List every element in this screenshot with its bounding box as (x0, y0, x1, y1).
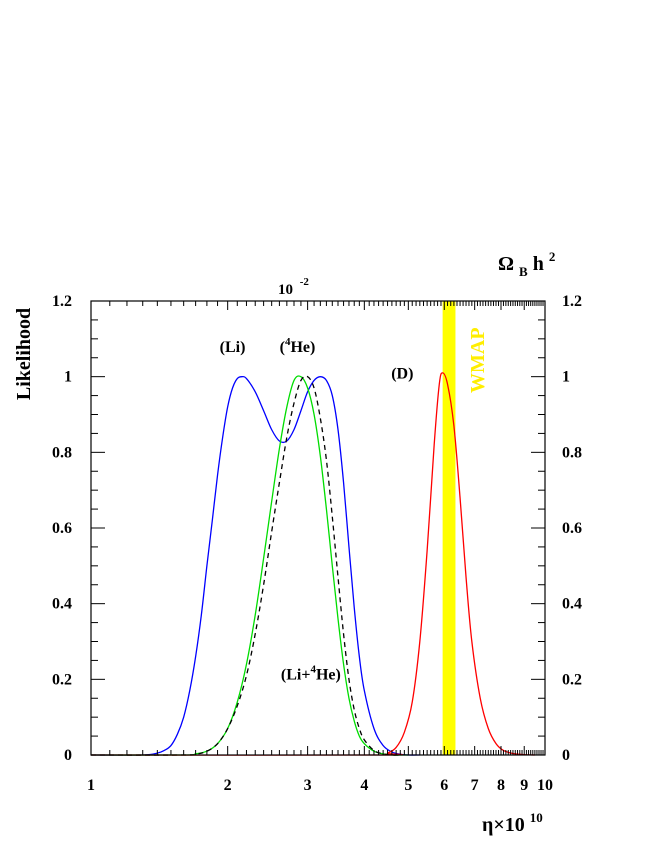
series-line-0 (90, 375, 420, 756)
top-axis-label: 10 -2 (278, 276, 309, 298)
top-axis-label-exp: -2 (300, 276, 310, 288)
x-tick-label: 7 (471, 777, 479, 794)
series-labels-layer: (Li) (4He) (Li+4He) (D) (220, 336, 414, 683)
right-axis-title-sup: 2 (549, 249, 556, 264)
right-axis-title-tail: h (533, 253, 544, 275)
right-axis-title-sub: B (519, 264, 528, 279)
right-axis-title: Ω B h 2 (498, 249, 555, 281)
y-tick-label-left: 0.6 (52, 520, 72, 537)
y-axis-title: Likelihood (13, 308, 35, 400)
x-tick-label: 10 (537, 777, 553, 794)
y-tick-label-right: 0 (562, 747, 570, 764)
x-axis-title: η×10 10 (482, 810, 543, 836)
curves-layer (90, 372, 535, 756)
right-axis-title-main: Ω (498, 253, 514, 275)
y-tick-label-left: 0.8 (52, 444, 72, 461)
y-tick-label-right: 0.8 (562, 444, 582, 461)
y-tick-label-right: 0.6 (562, 520, 582, 537)
top-axis-label-base: 10 (278, 282, 293, 298)
tick-labels-layer: 1 2 3 4 5 6 7 8 9 10 0 0 0.2 0.2 0.4 0.4 0.6 0.6 0.8 0.8 1 1 1… (52, 293, 582, 794)
x-axis-title-main: η×10 (482, 814, 525, 836)
y-tick-label-left: 0 (64, 747, 72, 764)
y-tick-label-right: 0.2 (562, 671, 582, 688)
series-label-0: (Li) (220, 339, 246, 356)
y-tick-label-right: 0.4 (562, 596, 582, 613)
series-label-1: (4He) (280, 336, 316, 356)
x-tick-label: 9 (520, 777, 528, 794)
ticks-layer (90, 300, 546, 756)
series-line-3 (90, 372, 535, 756)
wmap-band-layer (442, 301, 456, 755)
y-tick-label-right: 1 (562, 369, 570, 386)
y-tick-label-left: 1.2 (52, 293, 72, 310)
x-tick-label: 3 (304, 777, 312, 794)
x-tick-label: 5 (404, 777, 412, 794)
x-tick-label: 2 (224, 777, 232, 794)
series-label-3: (D) (391, 366, 413, 383)
y-tick-label-left: 0.4 (52, 596, 72, 613)
series-label-2: (Li+4He) (281, 663, 341, 683)
y-tick-label-right: 1.2 (562, 293, 582, 310)
x-tick-label: 1 (87, 777, 95, 794)
x-tick-label: 8 (497, 777, 505, 794)
x-tick-label: 6 (440, 777, 448, 794)
x-axis-title-exp: 10 (530, 810, 543, 825)
wmap-band (442, 301, 456, 755)
x-tick-label: 4 (360, 777, 368, 794)
y-tick-label-left: 0.2 (52, 671, 72, 688)
y-tick-label-left: 1 (64, 369, 72, 386)
wmap-label: WMAP (467, 327, 489, 393)
